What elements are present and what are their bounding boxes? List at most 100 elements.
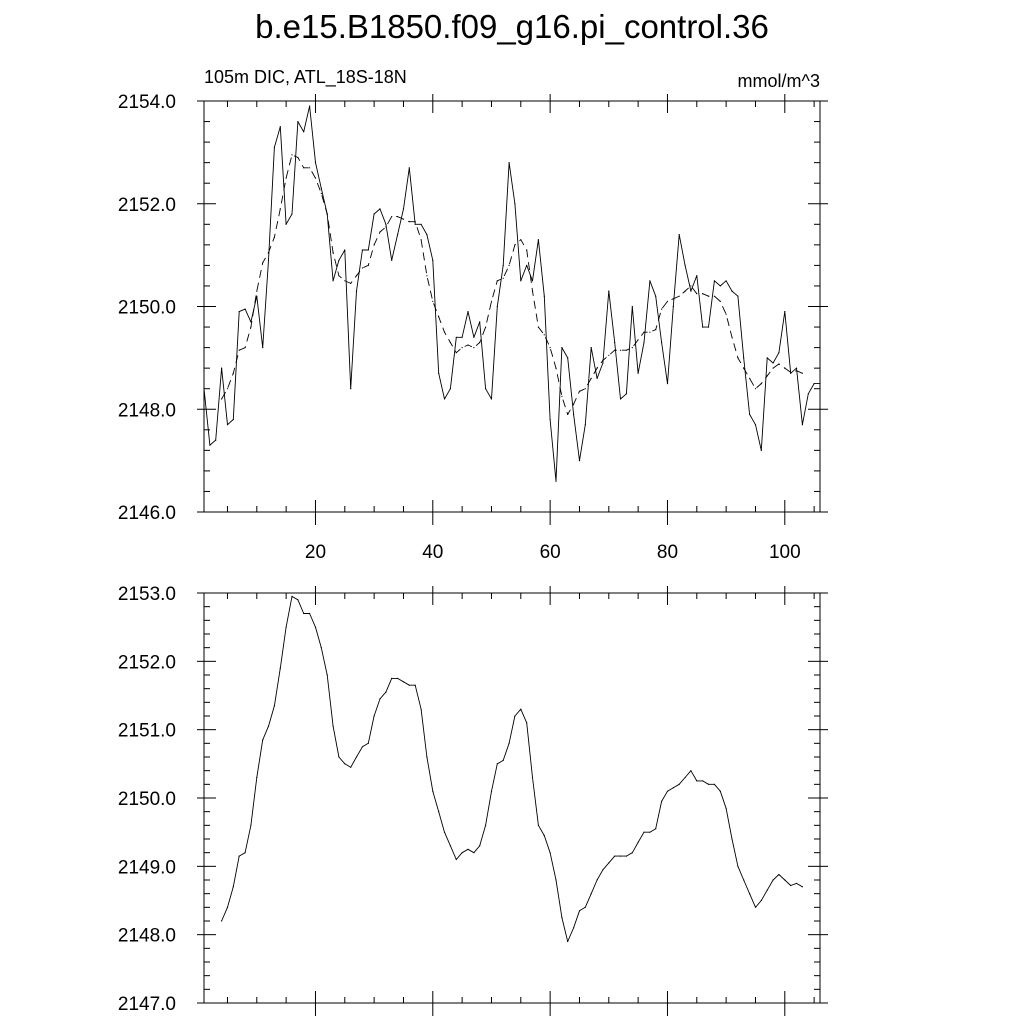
bottom-series-solid-point bbox=[361, 746, 363, 748]
bottom-series-solid-point bbox=[226, 906, 229, 908]
top-series-solid-point bbox=[661, 341, 663, 344]
top-series-solid-point bbox=[713, 280, 716, 282]
top-series-dashed-point bbox=[379, 231, 381, 233]
top-y-tick-label: 2154.0 bbox=[118, 92, 176, 113]
top-series-dashed-point bbox=[385, 226, 387, 228]
top-series-dashed-point bbox=[672, 298, 674, 300]
top-series-solid-point bbox=[320, 187, 322, 189]
bottom-series-solid-point bbox=[661, 800, 663, 803]
top-series-dashed-point bbox=[461, 347, 463, 349]
top-series-dashed-point bbox=[666, 300, 669, 302]
top-series-dashed-point bbox=[537, 326, 540, 328]
top-series-solid-point bbox=[637, 372, 639, 374]
top-series-dashed-point bbox=[438, 316, 440, 318]
bottom-series-solid-point bbox=[749, 893, 751, 895]
top-series-solid-point bbox=[555, 480, 557, 482]
bottom-series-solid-point bbox=[367, 742, 369, 744]
top-series-solid-point bbox=[684, 264, 686, 266]
bottom-series-solid-point bbox=[596, 879, 598, 881]
bottom-series-solid-point bbox=[508, 742, 510, 744]
top-series-dashed-point bbox=[443, 331, 446, 333]
top-series-dashed-point bbox=[549, 347, 551, 349]
top-panel: 20 40 60 80 100 2146.0 2148.0 2150.0 2152.0 2154.… bbox=[118, 92, 828, 563]
top-series-solid-point bbox=[291, 213, 293, 215]
top-series-solid-point bbox=[385, 223, 387, 225]
bottom-series-solid-point bbox=[309, 612, 311, 615]
bottom-series-solid-point bbox=[455, 858, 457, 861]
top-series-dashed-point bbox=[256, 290, 258, 292]
bottom-series-solid-point bbox=[678, 783, 680, 785]
bottom-series-solid-point bbox=[391, 677, 393, 680]
top-series-dashed-point bbox=[221, 398, 223, 400]
top-series-solid-point bbox=[813, 383, 815, 385]
top-series-solid-point bbox=[221, 367, 223, 369]
bottom-series-solid-point bbox=[267, 725, 270, 727]
top-series-solid-point bbox=[238, 311, 240, 313]
bottom-series-solid-point bbox=[473, 852, 475, 854]
top-series-solid-point bbox=[344, 249, 346, 251]
top-series-solid-point bbox=[737, 295, 739, 297]
top-series-dashed-point bbox=[455, 352, 457, 354]
top-series-dashed-point bbox=[531, 290, 534, 292]
bottom-series-solid-point bbox=[655, 828, 657, 830]
top-series-dashed-point bbox=[303, 167, 305, 169]
bottom-series-solid-point bbox=[397, 677, 399, 680]
bottom-series-solid-point bbox=[614, 855, 616, 857]
top-x-tick-label: 100 bbox=[769, 542, 801, 563]
top-series-dashed-point bbox=[291, 154, 293, 156]
top-series-dashed-point bbox=[719, 300, 721, 302]
top-series-dashed-point bbox=[760, 383, 762, 385]
top-series-solid-point bbox=[303, 131, 305, 133]
top-series-dashed-point bbox=[326, 213, 328, 215]
bottom-series-solid-point bbox=[637, 841, 639, 844]
bottom-series-solid-point bbox=[631, 852, 633, 854]
top-series-dashed-point bbox=[332, 252, 334, 254]
top-series-solid-point bbox=[256, 295, 258, 297]
bottom-series-solid-point bbox=[561, 917, 563, 919]
top-series-dashed-point bbox=[713, 295, 716, 297]
top-series-solid-point bbox=[743, 357, 745, 359]
bottom-series-solid-point bbox=[578, 910, 581, 912]
top-series-solid-point bbox=[573, 413, 575, 415]
bottom-series-solid-point bbox=[221, 920, 223, 922]
top-series-dashed-point bbox=[526, 249, 528, 251]
top-series-solid-point bbox=[426, 234, 428, 236]
top-series-dashed-point bbox=[619, 349, 622, 351]
top-y-tick-label: 2146.0 bbox=[118, 503, 176, 524]
top-series-solid-point bbox=[590, 347, 592, 349]
top-series-dashed-point bbox=[367, 264, 369, 266]
top-series-solid-point bbox=[432, 259, 434, 261]
top-series-solid-point bbox=[549, 418, 551, 421]
top-series-dashed-point bbox=[602, 359, 604, 361]
top-series-solid-point bbox=[520, 280, 522, 282]
top-series-solid-point bbox=[754, 424, 757, 426]
bottom-series-solid-point bbox=[772, 879, 774, 881]
bottom-series-solid-point bbox=[602, 869, 604, 871]
top-series-dashed-point bbox=[449, 341, 451, 344]
top-series-dashed-point bbox=[344, 280, 346, 282]
top-series-dashed-point bbox=[743, 367, 745, 369]
bottom-series-solid-point bbox=[514, 715, 516, 717]
bottom-series-solid-point bbox=[778, 873, 780, 876]
top-series-dashed-point bbox=[502, 277, 504, 279]
top-series-solid-point bbox=[203, 388, 205, 390]
top-series-dashed-point bbox=[391, 216, 393, 218]
top-series-dashed-point bbox=[690, 285, 692, 287]
top-series-solid-point bbox=[719, 285, 721, 287]
bottom-series-solid-point bbox=[449, 845, 451, 847]
top-series-solid-point bbox=[790, 372, 792, 374]
top-series-solid-point bbox=[543, 295, 545, 297]
top-series-solid-point bbox=[625, 393, 628, 395]
bottom-series-solid-point bbox=[250, 824, 252, 826]
top-series-dashed-point bbox=[490, 300, 493, 302]
bottom-series-solid-point bbox=[684, 776, 686, 779]
top-series-dashed-point bbox=[561, 395, 563, 397]
top-series-solid-point bbox=[678, 234, 680, 236]
bottom-series-solid-point bbox=[555, 879, 557, 881]
top-series-solid-point bbox=[514, 203, 516, 205]
top-series-solid-point bbox=[707, 326, 710, 328]
top-series-dashed-point bbox=[408, 221, 410, 223]
top-series-dashed-point bbox=[578, 390, 581, 392]
bottom-series-solid-line bbox=[221, 595, 803, 942]
